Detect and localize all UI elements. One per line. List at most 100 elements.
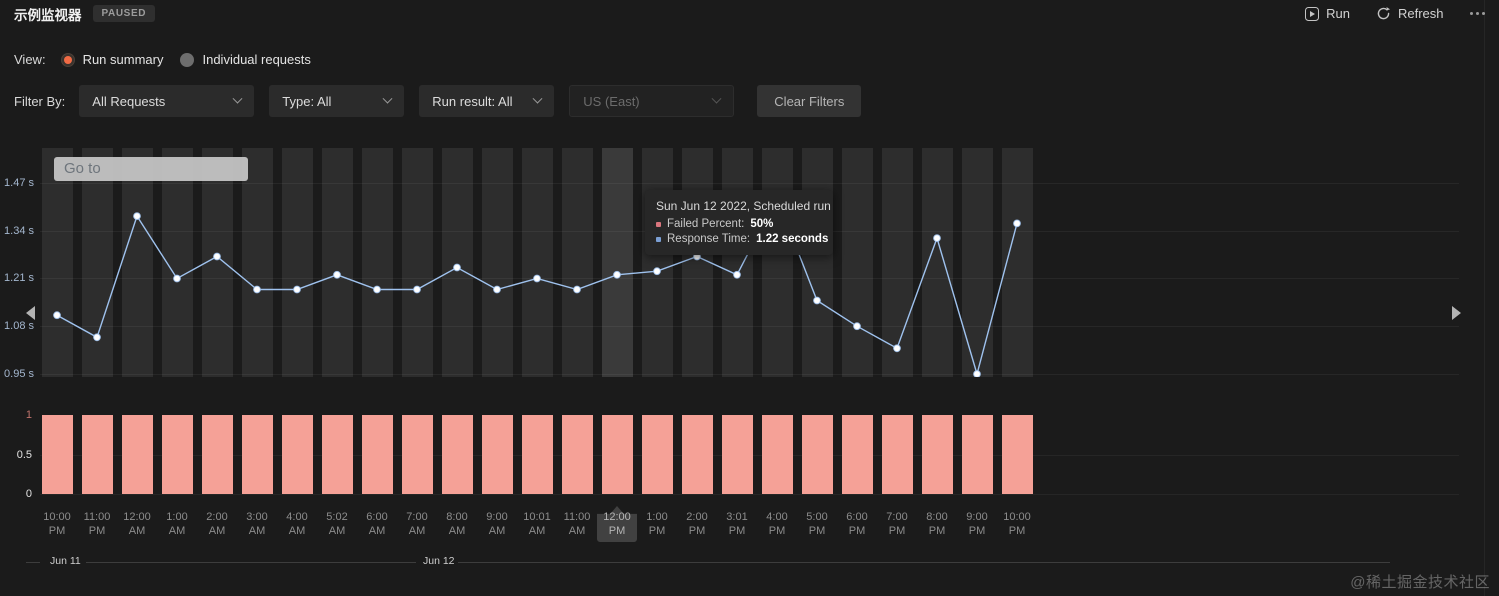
failed-bar-11-00-pm[interactable] xyxy=(81,415,113,494)
failed-bar-4-00-pm[interactable] xyxy=(761,415,793,494)
chart-column-11-00-am[interactable] xyxy=(561,148,593,377)
more-options-button[interactable] xyxy=(1469,11,1485,16)
scroll-left-arrow-icon[interactable] xyxy=(26,306,35,320)
failed-bar-10-01-am[interactable] xyxy=(521,415,553,494)
data-point-7-00-am[interactable] xyxy=(413,285,421,294)
chart-column-12-00-pm[interactable] xyxy=(601,148,633,377)
failed-bar-10-00-pm[interactable] xyxy=(41,415,73,494)
y-axis-tick: 1.34 s xyxy=(4,224,34,237)
data-point-5-02-am[interactable] xyxy=(333,270,341,279)
failed-bar-4-00-am[interactable] xyxy=(281,415,313,494)
data-point-6-00-am[interactable] xyxy=(373,285,381,294)
run-button[interactable]: Run xyxy=(1305,6,1350,21)
failed-percent-bullet-icon xyxy=(656,221,661,227)
data-point-4-00-am[interactable] xyxy=(293,285,301,294)
filter-dropdown-all-requests[interactable]: All Requests xyxy=(79,85,255,117)
chart-column-7-00-pm[interactable] xyxy=(881,148,913,377)
data-point-1-00-am[interactable] xyxy=(173,274,181,283)
data-point-8-00-am[interactable] xyxy=(453,263,461,272)
failed-bar-8-00-am[interactable] xyxy=(441,415,473,494)
view-label: View: xyxy=(14,52,46,67)
failed-bar-9-00-pm[interactable] xyxy=(961,415,993,494)
chart-column-10-01-am[interactable] xyxy=(521,148,553,377)
filter-dropdown-run-result-all[interactable]: Run result: All xyxy=(419,85,555,117)
y-axis-tick: 0.95 s xyxy=(4,367,34,380)
failed-bar-3-00-am[interactable] xyxy=(241,415,273,494)
chart-column-5-02-am[interactable] xyxy=(321,148,353,377)
failed-bar-2-00-am[interactable] xyxy=(201,415,233,494)
data-point-8-00-pm[interactable] xyxy=(933,234,941,242)
filter-bar: Filter By: All Requests Type: All Run resu… xyxy=(14,85,862,117)
goto-overlay[interactable]: Go to xyxy=(54,157,248,181)
data-point-6-00-pm[interactable] xyxy=(853,322,861,331)
failed-bar-9-00-am[interactable] xyxy=(481,415,513,494)
failed-bar-3-01-pm[interactable] xyxy=(721,415,753,494)
filter-dropdowns: All Requests Type: All Run result: All US (… xyxy=(79,85,749,117)
failed-bar-5-00-pm[interactable] xyxy=(801,415,833,494)
failed-bar-7-00-am[interactable] xyxy=(401,415,433,494)
data-point-3-01-pm[interactable] xyxy=(733,270,741,279)
x-axis-label-10-00-pm: 10:00 PM xyxy=(43,511,71,537)
data-point-11-00-pm[interactable] xyxy=(93,333,101,342)
failed-bar-5-02-am[interactable] xyxy=(321,415,353,494)
filter-dropdown-type-all[interactable]: Type: All xyxy=(269,85,405,117)
failed-bar-11-00-am[interactable] xyxy=(561,415,593,494)
failed-bar-2-00-pm[interactable] xyxy=(681,415,713,494)
tooltip-failed-value: 50% xyxy=(750,218,774,230)
watermark: @稀土掘金技术社区 xyxy=(1350,574,1490,591)
x-axis-label-2-00-pm: 2:00 PM xyxy=(686,511,708,537)
chart-column-10-00-pm[interactable] xyxy=(41,148,73,377)
failed-bar-1-00-pm[interactable] xyxy=(641,415,673,494)
data-point-10-00-pm[interactable] xyxy=(53,311,61,320)
date-divider xyxy=(458,562,1390,563)
failed-bar-12-00-pm[interactable] xyxy=(601,415,633,494)
x-axis-label-11-00-am: 11:00 AM xyxy=(563,511,591,537)
dropdown-value: US (East) xyxy=(583,93,640,109)
data-point-9-00-pm[interactable] xyxy=(973,370,981,377)
view-option-run-summary[interactable]: Run summary xyxy=(60,52,163,67)
failed-bar-7-00-pm[interactable] xyxy=(881,415,913,494)
chart-column-8-00-pm[interactable] xyxy=(921,148,953,377)
data-point-10-00-pm[interactable] xyxy=(1013,219,1021,228)
chart-column-6-00-am[interactable] xyxy=(361,148,393,377)
failed-bar-6-00-pm[interactable] xyxy=(841,415,873,494)
x-axis-label-1-00-am: 1:00 AM xyxy=(166,511,188,537)
failed-bar-10-00-pm[interactable] xyxy=(1001,415,1033,494)
gridline xyxy=(40,326,1459,328)
view-option-individual-requests[interactable]: Individual requests xyxy=(180,52,311,67)
data-point-10-01-am[interactable] xyxy=(533,274,541,283)
date-label-jun11: Jun 11 xyxy=(50,555,81,567)
chart-column-3-00-am[interactable] xyxy=(241,148,273,377)
chart-column-3-01-pm[interactable] xyxy=(721,148,753,377)
clear-filters-button[interactable]: Clear Filters xyxy=(757,85,862,117)
x-axis-label-6-00-pm: 6:00 PM xyxy=(846,511,868,537)
chart-column-6-00-pm[interactable] xyxy=(841,148,873,377)
chart-column-5-00-pm[interactable] xyxy=(801,148,833,377)
data-point-11-00-am[interactable] xyxy=(573,285,581,294)
chart-column-2-00-pm[interactable] xyxy=(681,148,713,377)
failed-bar-6-00-am[interactable] xyxy=(361,415,393,494)
data-point-2-00-am[interactable] xyxy=(213,252,221,261)
bar-y-axis-tick: 0.5 xyxy=(16,448,32,461)
chart-column-9-00-am[interactable] xyxy=(481,148,513,377)
data-point-12-00-pm[interactable] xyxy=(613,270,621,279)
refresh-button[interactable]: Refresh xyxy=(1376,6,1444,21)
chart-column-4-00-pm[interactable] xyxy=(761,148,793,377)
chart-column-4-00-am[interactable] xyxy=(281,148,313,377)
x-axis-label-8-00-pm: 8:00 PM xyxy=(926,511,948,537)
failed-bar-12-00-am[interactable] xyxy=(121,415,153,494)
failed-bar-1-00-am[interactable] xyxy=(161,415,193,494)
data-point-3-00-am[interactable] xyxy=(253,285,261,294)
chart-column-7-00-am[interactable] xyxy=(401,148,433,377)
data-point-5-00-pm[interactable] xyxy=(813,296,821,305)
data-point-12-00-am[interactable] xyxy=(133,212,141,220)
data-point-7-00-pm[interactable] xyxy=(893,344,901,353)
data-point-1-00-pm[interactable] xyxy=(653,267,661,276)
chart-column-8-00-am[interactable] xyxy=(441,148,473,377)
data-point-9-00-am[interactable] xyxy=(493,285,501,294)
failed-bar-8-00-pm[interactable] xyxy=(921,415,953,494)
chart-column-1-00-pm[interactable] xyxy=(641,148,673,377)
chart-column-12-00-am[interactable] xyxy=(121,148,153,377)
scroll-right-arrow-icon[interactable] xyxy=(1452,306,1461,320)
chevron-down-icon xyxy=(232,93,243,104)
